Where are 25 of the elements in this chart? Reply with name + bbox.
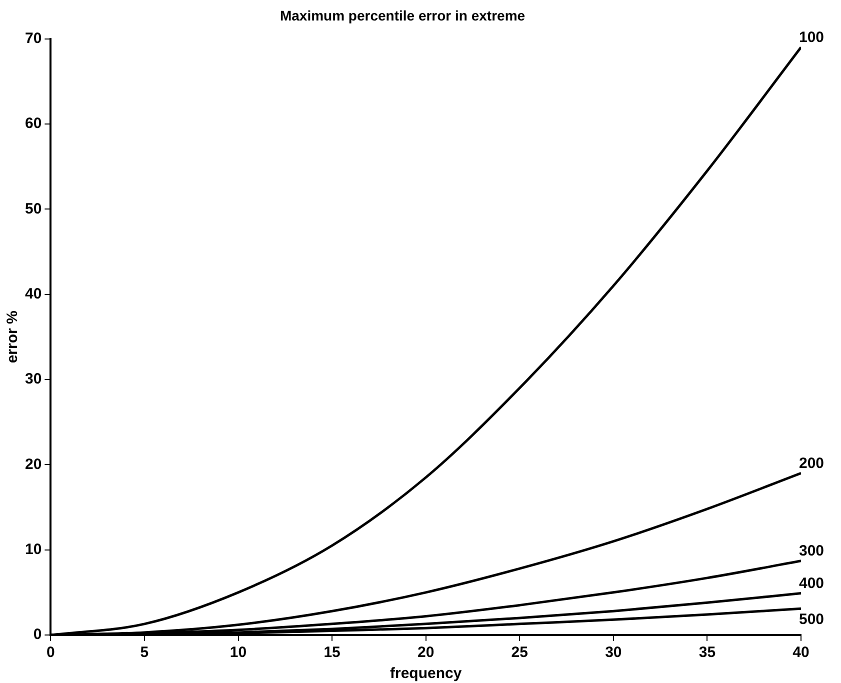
x-tick-label: 40 [792, 644, 810, 662]
series-label: 200 [799, 454, 824, 472]
y-tick-label: 10 [24, 540, 42, 558]
series-label: 100 [799, 28, 824, 46]
series-label: 500 [799, 611, 824, 628]
x-tick-label: 25 [511, 644, 528, 662]
y-tick-label: 0 [33, 626, 42, 644]
x-tick-label: 15 [324, 644, 340, 662]
x-axis-title: frequency [390, 665, 462, 682]
chart-title: Maximum percentile error in extreme [280, 7, 526, 24]
y-axis-title: error % [4, 310, 22, 364]
y-tick-label: 30 [24, 370, 42, 388]
y-tick-label: 20 [24, 456, 42, 473]
x-tick-label: 10 [230, 644, 247, 662]
series-label: 300 [799, 542, 824, 560]
x-tick-label: 35 [698, 644, 716, 662]
y-tick-label: 60 [24, 115, 42, 132]
x-tick-label: 20 [418, 644, 434, 662]
y-tick-label: 50 [24, 200, 42, 218]
y-tick-label: 40 [24, 285, 42, 302]
x-tick-label: 5 [140, 644, 149, 662]
y-tick-label: 70 [24, 30, 42, 47]
x-tick-label: 30 [605, 644, 622, 662]
x-tick-label: 0 [46, 644, 55, 662]
series-label: 400 [799, 574, 824, 592]
